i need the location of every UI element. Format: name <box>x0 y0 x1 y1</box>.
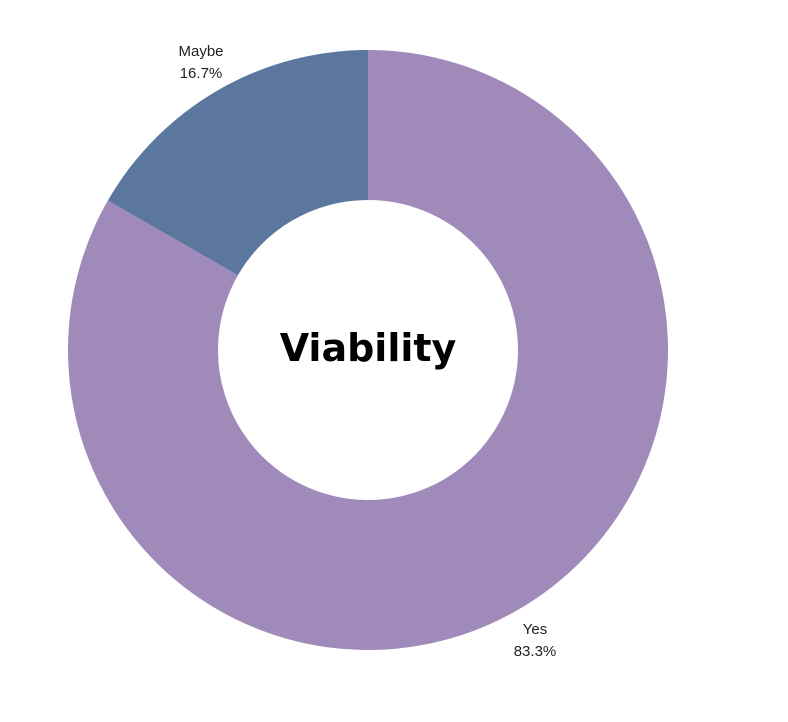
slice-label-maybe: Maybe <box>178 43 223 60</box>
chart-title: Viability <box>280 326 457 370</box>
slice-value-yes: 83.3% <box>514 643 557 660</box>
slice-yes <box>67 50 669 650</box>
donut-slices <box>67 50 669 650</box>
slice-labels: Yes 83.3% Maybe 16.7% <box>178 43 556 660</box>
slice-maybe <box>107 50 369 276</box>
slice-value-maybe: 16.7% <box>180 65 223 82</box>
slice-label-yes: Yes <box>523 621 547 638</box>
